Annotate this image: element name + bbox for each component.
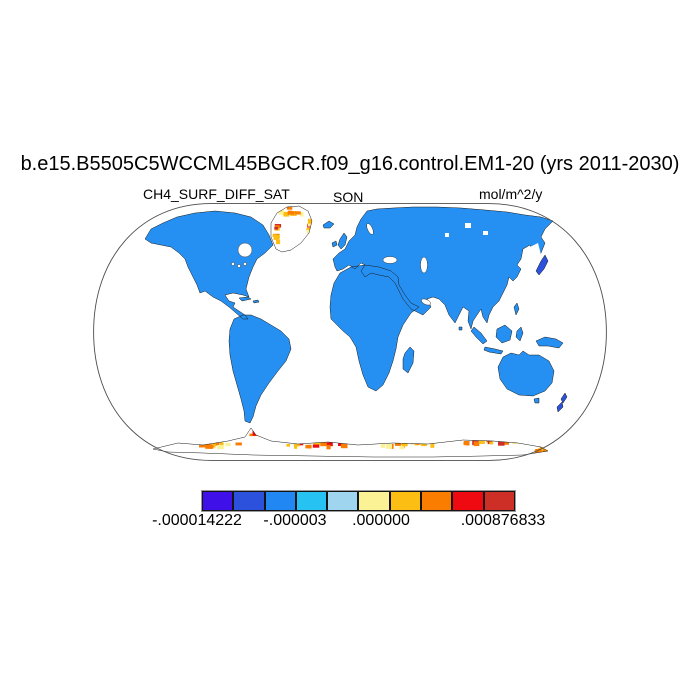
plot-title: b.e15.B5505C5WCCML45BGCR.f09_g16.control… [20,153,680,175]
colorbar-box [327,491,359,511]
colorbar-labels: -.000014222 -.000003 .000000 .000876833 [0,512,700,532]
season-label: SON [333,189,364,205]
colorbar-label: -.000014222 [152,512,242,529]
variable-label: CH4_SURF_DIFF_SAT [143,186,290,202]
colorbar-box [358,491,390,511]
inland-water [231,223,541,306]
colorbar [201,490,516,512]
colorbar-box [202,491,234,511]
colorbar-box [452,491,484,511]
colorbar-box [264,491,296,511]
world-map [93,203,607,461]
colorbar-label: .000876833 [460,512,546,529]
map-panel [93,203,607,461]
colorbar-box [483,491,515,511]
colorbar-box [295,491,328,511]
colorbar-label: .000000 [352,512,410,529]
colorbar-box [233,491,265,511]
units-label: mol/m^2/y [479,186,543,202]
colorbar-box [421,491,453,511]
colorbar-box [389,491,422,511]
colorbar-label: -.000003 [263,512,327,529]
